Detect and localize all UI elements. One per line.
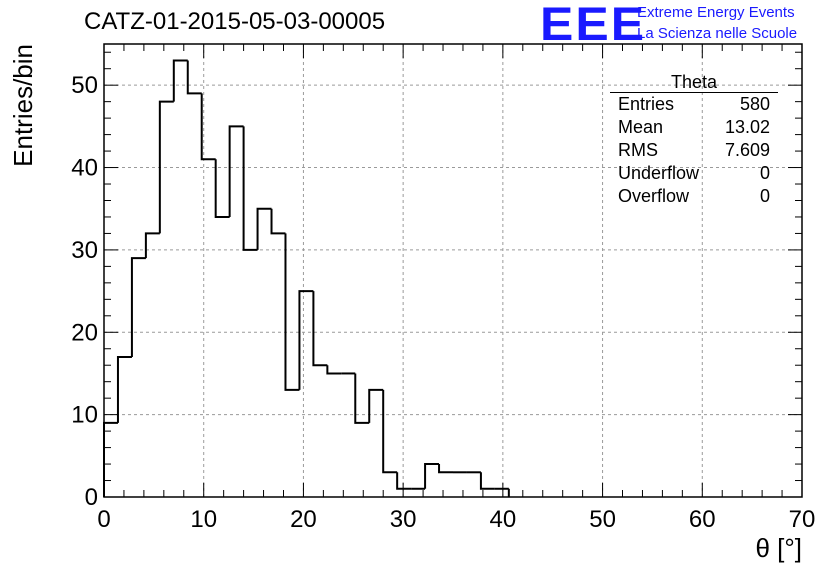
histogram-bin (172, 59, 188, 102)
histogram-bin (144, 232, 160, 259)
logo-line-2: La Scienza nelle Scuole (637, 25, 798, 42)
stats-value: 0 (759, 186, 770, 206)
x-tick-label: 0 (97, 506, 110, 533)
x-tick-label: 50 (589, 506, 616, 533)
stats-title: Theta (610, 72, 778, 93)
histogram-bin (116, 355, 132, 423)
stats-box: Theta Entries 580 Mean 13.02 RMS 7.609 U… (610, 72, 778, 208)
stats-label: Entries (618, 94, 675, 114)
histogram-bin (396, 472, 412, 490)
histogram-bin (438, 464, 453, 474)
y-tick-label: 30 (71, 237, 98, 264)
stats-value: 580 (739, 94, 770, 114)
stats-value: 7.609 (724, 140, 770, 160)
x-tick-label: 60 (689, 506, 716, 533)
histogram-bin (200, 93, 216, 161)
histogram-bin (368, 388, 384, 423)
histogram-bin (186, 60, 202, 95)
histogram-bin (214, 159, 230, 218)
histogram-bin (130, 257, 146, 357)
histogram-bin (158, 100, 174, 234)
x-tick-label: 20 (290, 506, 317, 533)
y-tick-label: 50 (71, 72, 98, 99)
x-tick-label: 40 (490, 506, 517, 533)
y-tick-label: 0 (85, 484, 98, 511)
histogram-bin (298, 290, 314, 390)
stats-value: 0 (759, 163, 770, 183)
stats-label: Underflow (618, 163, 700, 183)
chart-title: CATZ-01-2015-05-03-00005 (84, 8, 386, 35)
histogram-bin (284, 233, 300, 391)
histogram-bin (228, 125, 244, 217)
x-tick-label: 30 (390, 506, 417, 533)
histogram-bin (103, 421, 118, 497)
plot-frame (103, 43, 803, 498)
histogram-bin (382, 389, 398, 474)
stats-label: Mean (618, 117, 664, 137)
stats-label: Overflow (618, 186, 690, 206)
stats-value: 13.02 (724, 117, 770, 137)
x-axis-label: θ [°] (755, 533, 802, 563)
histogram-bin (242, 126, 258, 251)
y-tick-label: 20 (71, 319, 98, 346)
histogram-bin (354, 373, 370, 424)
histogram-bin (312, 291, 328, 367)
histogram-bin (424, 463, 440, 489)
stats-row-underflow: Underflow 0 (610, 162, 778, 185)
histogram-bin (256, 207, 272, 250)
stats-row-entries: Entries 580 (610, 93, 778, 116)
histogram-bin (479, 472, 495, 490)
stats-row-overflow: Overflow 0 (610, 185, 778, 208)
y-tick-label: 10 (71, 402, 98, 429)
y-tick-label: 40 (71, 155, 98, 182)
stats-label: RMS (618, 140, 658, 160)
stats-row-rms: RMS 7.609 (610, 139, 778, 162)
logo-line-1: Extreme Energy Events (637, 4, 795, 21)
histogram-bin (326, 365, 342, 375)
x-tick-label: 70 (789, 506, 816, 533)
y-axis-label: Entries/bin (8, 44, 38, 167)
histogram-bin (270, 208, 286, 235)
x-tick-label: 10 (190, 506, 217, 533)
eee-logo: EEE (540, 0, 647, 51)
stats-row-mean: Mean 13.02 (610, 116, 778, 139)
